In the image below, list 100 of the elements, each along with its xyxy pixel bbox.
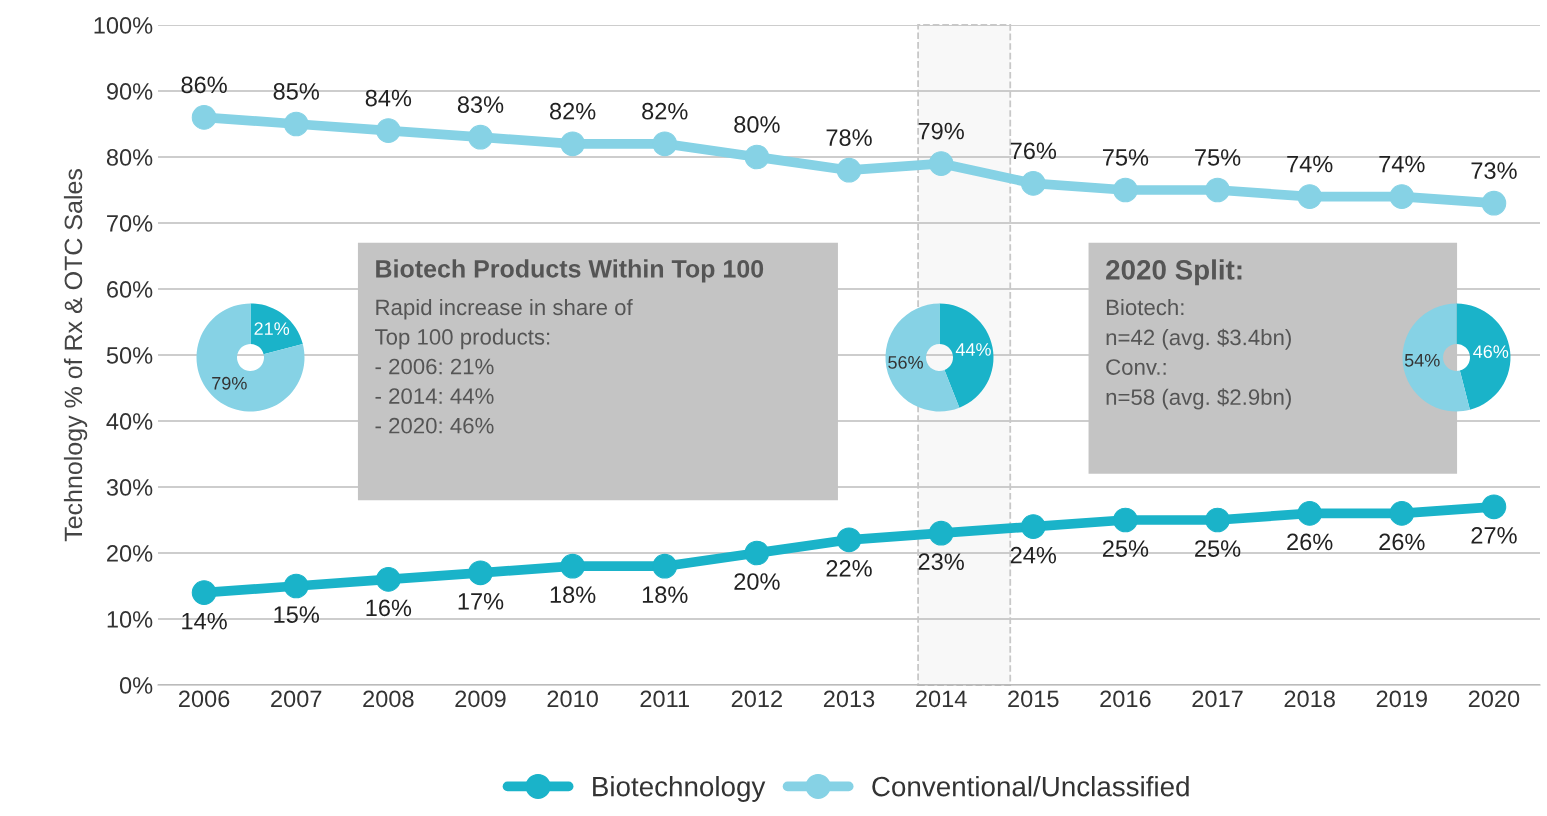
data-label: 20% (734, 573, 780, 590)
data-label: 79% (212, 376, 247, 390)
annotation: Biotech Products Within Top 100 (376, 259, 764, 283)
data-label: 18% (550, 586, 596, 604)
x-tick-label: 2013 (823, 690, 875, 708)
point (1205, 177, 1230, 203)
point (283, 111, 309, 137)
legend-label: Biotechnology (593, 776, 766, 802)
x-tick-label: 2006 (178, 690, 230, 708)
data-label: 82% (550, 102, 596, 120)
x-tick-label: 2010 (547, 690, 598, 708)
x-tick-label: 2019 (1376, 690, 1427, 708)
donut-slice (939, 303, 994, 408)
point (376, 118, 401, 143)
data-label: 73% (1471, 162, 1517, 179)
point (928, 151, 954, 176)
data-label: 15% (274, 606, 319, 623)
point (836, 527, 862, 553)
point (1481, 190, 1507, 216)
y-tick-label: 70% (107, 215, 153, 232)
legend-label: Conventional/Unclassified (872, 776, 1189, 797)
data-label: 85% (273, 83, 319, 100)
annotation: Rapid increase in share of Top 100 products: - 2006: 21% - 2014: 44% - 2020: 46% (375, 298, 633, 434)
data-label: 17% (458, 593, 504, 610)
data-label: 23% (918, 553, 964, 571)
point (928, 520, 954, 546)
x-tick-label: 2016 (1100, 690, 1151, 708)
data-label: 75% (1102, 149, 1149, 166)
point (1020, 171, 1046, 196)
point (652, 553, 678, 579)
data-label: 21% (254, 322, 290, 335)
point (468, 560, 493, 586)
annotation: Biotech: n=42 (avg. $3.4bn) Conv.: n=58 (avg. $2.9bn) (1106, 298, 1291, 410)
x-tick-label: 2008 (363, 690, 414, 708)
x-tick-label: 2014 (916, 690, 967, 708)
x-tick-label: 2017 (1192, 690, 1243, 708)
data-label: 56% (888, 356, 923, 369)
y-tick-label: 40% (106, 413, 153, 430)
data-label: 75% (1195, 149, 1241, 166)
x-tick-label: 2020 (1468, 690, 1520, 708)
donut-slice (1402, 303, 1470, 412)
point (1389, 184, 1415, 209)
data-label: 80% (734, 116, 780, 133)
y-tick-label: 20% (107, 545, 153, 562)
data-label: 76% (1010, 142, 1057, 160)
point (1389, 501, 1415, 526)
data-label: 44% (955, 343, 991, 356)
data-label: 54% (1404, 353, 1440, 367)
data-label: 25% (1195, 540, 1241, 557)
data-label: 82% (642, 102, 688, 120)
point (1297, 184, 1322, 209)
point (1113, 507, 1138, 533)
data-label: 78% (826, 129, 872, 146)
point (1020, 514, 1046, 539)
y-tick-label: 10% (107, 611, 153, 628)
data-label: 14% (182, 612, 227, 630)
data-label: 25% (1102, 540, 1149, 557)
point (744, 144, 770, 170)
point (1481, 494, 1507, 520)
data-label: 24% (1010, 546, 1057, 564)
data-label: 22% (826, 559, 872, 577)
donut-slice (250, 303, 303, 355)
y-tick-label: 30% (106, 479, 153, 496)
donut-slice (196, 303, 305, 412)
point (744, 540, 770, 566)
point (560, 131, 585, 157)
y-tick-label: 50% (106, 347, 153, 364)
y-tick-label: 60% (107, 281, 153, 298)
y-tick-label: 80% (106, 149, 153, 166)
point (191, 580, 217, 605)
x-tick-label: 2009 (455, 690, 506, 708)
data-label: 84% (365, 89, 412, 107)
donut-slice (1456, 303, 1511, 410)
data-label: 26% (1287, 533, 1333, 551)
data-label: 74% (1287, 155, 1333, 173)
point (468, 124, 493, 150)
data-label: 74% (1379, 155, 1425, 173)
x-tick-label: 2018 (1284, 690, 1335, 708)
x-tick-label: 2011 (640, 690, 689, 708)
y-axis-title: Technology % of Rx & OTC Sales (63, 169, 88, 542)
annotation: 2020 Split: (1106, 259, 1242, 286)
data-label: 46% (1473, 345, 1509, 359)
data-label: 83% (457, 96, 504, 113)
data-label: 79% (918, 122, 964, 140)
y-tick-label: 90% (106, 83, 153, 100)
point (191, 105, 217, 130)
data-label: 16% (366, 599, 412, 617)
point (376, 567, 401, 592)
point (1113, 177, 1138, 203)
data-label: 27% (1471, 526, 1517, 544)
point (283, 573, 309, 599)
point (836, 157, 862, 183)
point (652, 131, 678, 157)
data-label: 86% (181, 76, 227, 94)
y-tick-label: 0% (119, 677, 153, 694)
data-label: 18% (642, 586, 688, 604)
x-tick-label: 2007 (271, 690, 322, 708)
x-tick-label: 2012 (731, 690, 782, 708)
point (560, 553, 585, 579)
x-tick-label: 2015 (1008, 690, 1059, 708)
